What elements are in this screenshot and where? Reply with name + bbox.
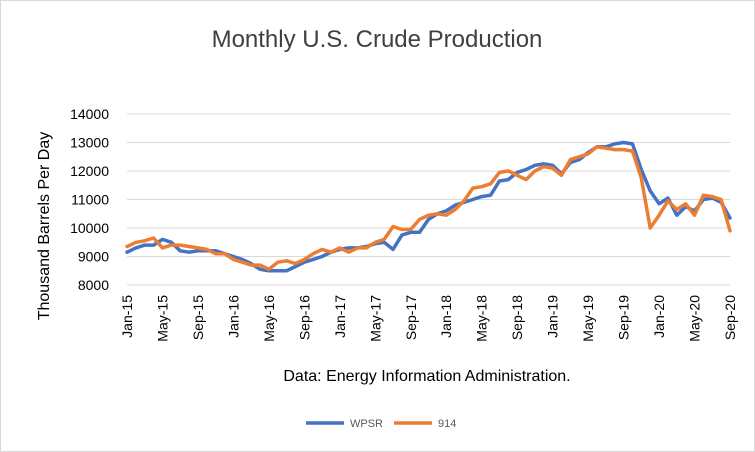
x-tick-label: Jan-20 [651,295,667,338]
legend-label: WPSR [350,418,383,430]
x-tick-label: Sep-19 [616,295,632,340]
series-line-914 [125,145,732,272]
y-axis-title: Thousand Barrels Per Day [36,132,53,321]
x-tick-label: May-19 [580,295,596,342]
gridlines [127,113,730,286]
x-tick-label: Sep-17 [403,295,419,340]
x-axis-title: Data: Energy Information Administration. [283,368,570,385]
x-tick-label: Sep-20 [722,295,738,340]
x-tick-label: May-15 [154,295,170,342]
x-tick-label: May-18 [474,295,490,342]
y-tick-label: 14000 [70,106,109,122]
y-tick-label: 11000 [71,192,109,208]
series-lines [125,140,732,273]
x-tick-label: Jan-17 [332,295,348,338]
series-line-wpsr [125,140,732,273]
x-tick-label: Sep-18 [509,295,525,340]
legend-label: 914 [438,418,456,430]
chart-title: Monthly U.S. Crude Production [212,26,543,53]
x-tick-label: Jan-18 [438,295,454,338]
y-tick-label: 9000 [78,249,109,265]
x-tick-label: Jan-16 [225,295,241,338]
x-tick-label: Jan-19 [545,295,561,338]
x-tick-label: May-16 [261,295,277,342]
y-axis-ticks: 8000 9000 10000 11000 12000 13000 14000 [70,106,109,293]
legend: WPSR 914 [306,418,456,430]
x-tick-label: Sep-15 [190,295,206,340]
x-tick-label: Sep-16 [296,295,312,340]
x-tick-label: May-17 [367,295,383,342]
x-axis-ticks: Jan-15 May-15 Sep-15 Jan-16 May-16 Sep-16 Jan-… [119,295,738,342]
y-tick-label: 13000 [70,135,109,151]
x-tick-label: May-20 [687,295,703,342]
x-tick-label: Jan-15 [119,295,135,338]
y-tick-label: 12000 [70,163,109,179]
y-tick-label: 10000 [70,220,109,236]
y-tick-label: 8000 [78,277,109,293]
